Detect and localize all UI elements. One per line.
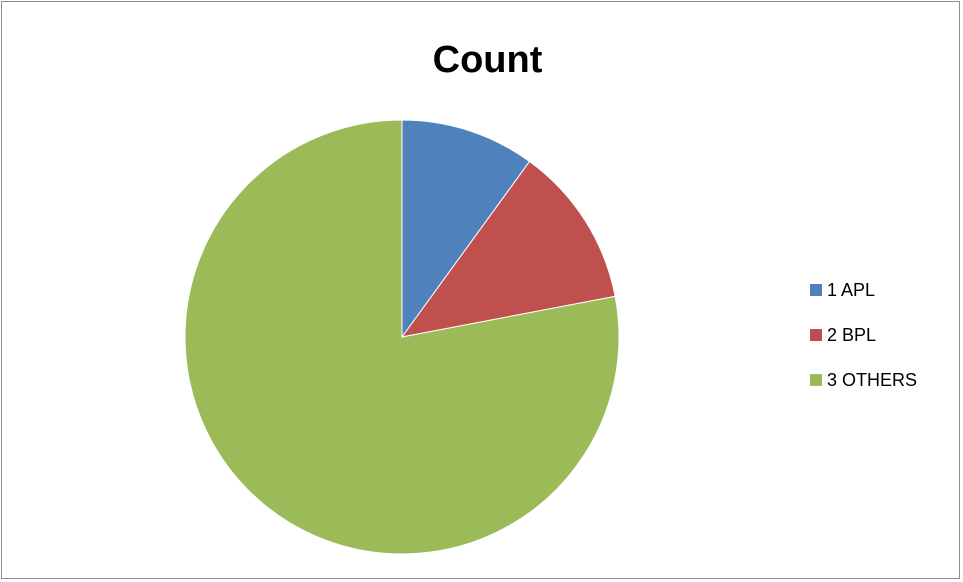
legend-label: 1 APL	[827, 280, 876, 300]
legend-label: 2 BPL	[827, 325, 877, 345]
legend-swatch	[810, 284, 822, 296]
legend-item-1: 1 APL	[810, 278, 917, 302]
chart-title: Count	[432, 39, 543, 81]
pie-slice-3	[184, 119, 620, 555]
legend-swatch	[810, 329, 822, 341]
pie-slice-1	[401, 119, 531, 339]
legend-label: 3 OTHERS	[827, 370, 918, 390]
legend: 1 APL 2 BPL 3 OTHERS	[810, 278, 917, 413]
legend-swatch	[810, 374, 822, 386]
pie-slice-2	[400, 160, 616, 338]
legend-item-3: 3 OTHERS	[810, 368, 917, 392]
legend-item-2: 2 BPL	[810, 323, 917, 347]
